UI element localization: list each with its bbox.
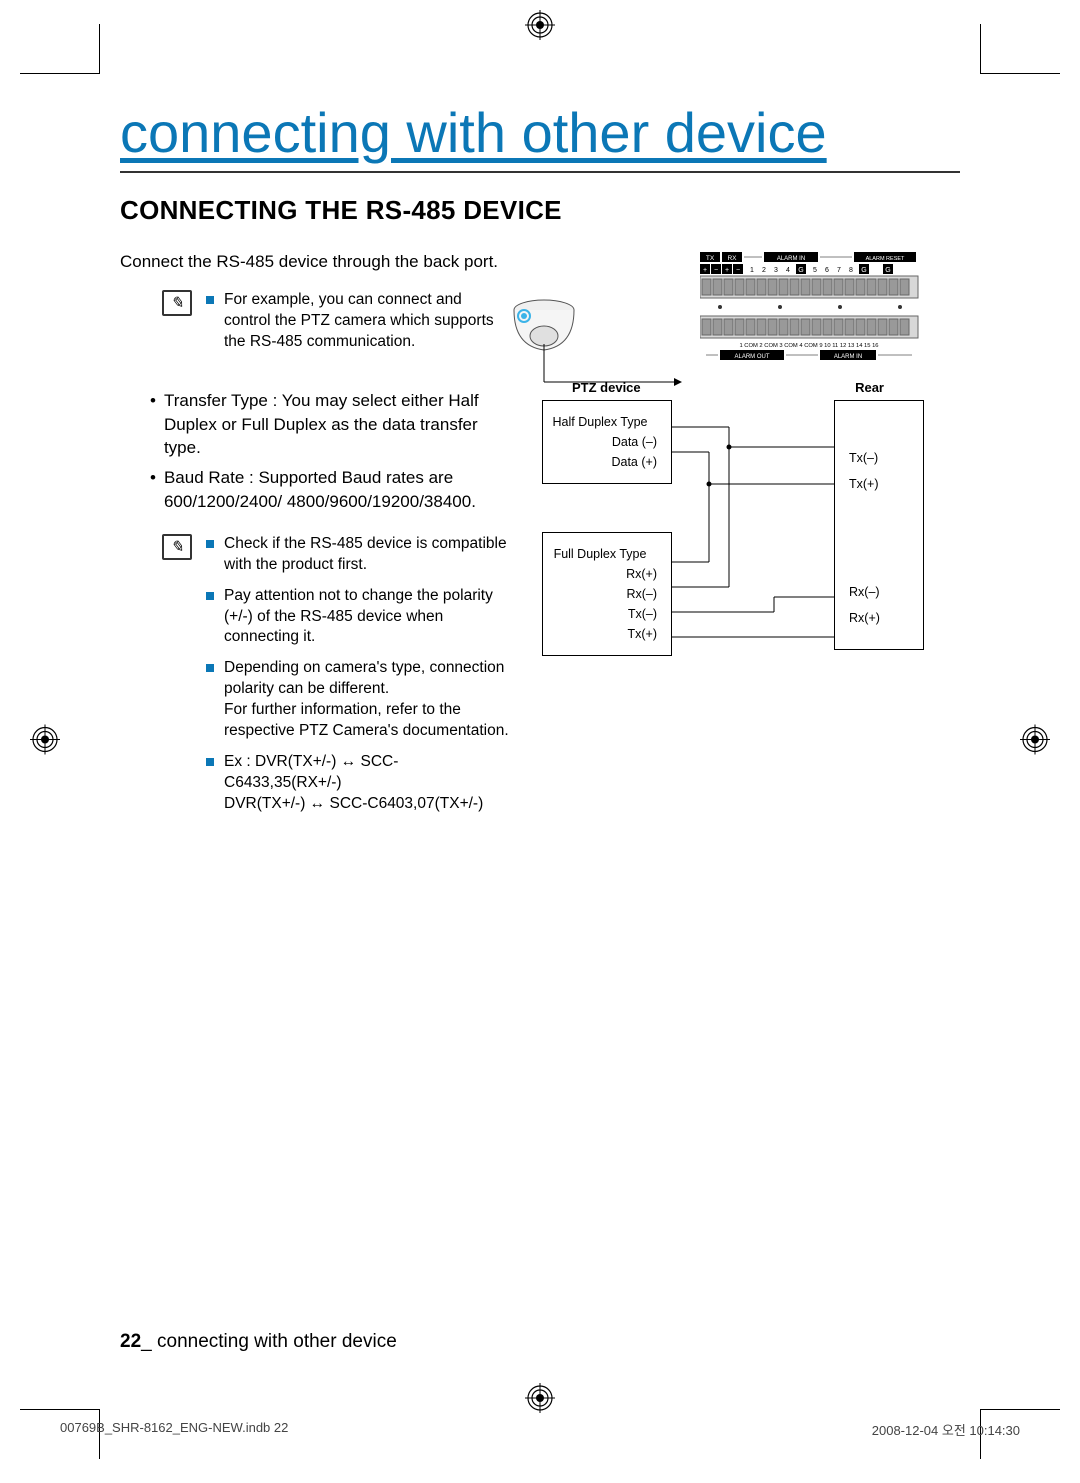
bullet-text: Baud Rate : Supported Baud rates are 600… [164, 466, 510, 514]
note-block: ✎ For example, you can connect and contr… [162, 290, 510, 363]
ptz-device-label: PTZ device [572, 380, 641, 395]
pin-label: Tx(+) [543, 627, 657, 641]
section-heading: CONNECTING THE RS-485 DEVICE [120, 195, 960, 226]
crop-mark [20, 24, 100, 74]
registration-mark-icon [30, 724, 60, 759]
bullet-list: •Transfer Type : You may select either H… [150, 389, 510, 514]
bullet-icon [206, 540, 214, 548]
footer-text: connecting with other device [157, 1331, 397, 1352]
intro-text: Connect the RS-485 device through the ba… [120, 252, 510, 272]
note-item: Depending on camera's type, connection p… [206, 658, 510, 742]
print-timestamp: 2008-12-04 오전 10:14:30 [872, 1420, 1020, 1439]
half-duplex-box: Half Duplex Type Data (–) Data (+) [542, 400, 672, 484]
note-item: Check if the RS-485 device is compatible… [206, 534, 510, 576]
note-text: Pay attention not to change the polarity… [224, 586, 510, 649]
page-number: 22 [120, 1331, 141, 1352]
note-text: For example, you can connect and control… [224, 290, 510, 353]
pin-label: Rx(+) [543, 567, 657, 581]
note-text: Ex : DVR(TX+/-) ↔ SCC-C6433,35(RX+/-) DV… [224, 752, 510, 815]
page-footer: 22_ connecting with other device [120, 1331, 397, 1353]
pin-label: Tx(+) [849, 477, 923, 491]
registration-mark-icon [1020, 724, 1050, 759]
note-text: Depending on camera's type, connection p… [224, 658, 510, 742]
note-block: ✎ Check if the RS-485 device is compatib… [162, 534, 510, 825]
bullet-item: •Baud Rate : Supported Baud rates are 60… [150, 466, 510, 514]
bullet-icon: • [150, 466, 156, 514]
page-title: connecting with other device [120, 100, 960, 173]
pin-label: Data (–) [543, 435, 657, 449]
pin-label: Tx(–) [543, 607, 657, 621]
pin-label: Rx(–) [543, 587, 657, 601]
print-meta: 00769B_SHR-8162_ENG-NEW.indb 22 2008-12-… [60, 1420, 1020, 1439]
note-icon: ✎ [162, 534, 192, 560]
full-duplex-title: Full Duplex Type [543, 547, 657, 561]
bullet-icon: • [150, 389, 156, 460]
rear-box: Tx(–) Tx(+) Rx(–) Rx(+) [834, 400, 924, 650]
bullet-icon [206, 758, 214, 766]
registration-mark-icon [525, 10, 555, 40]
crop-mark [980, 24, 1060, 74]
pin-label: Data (+) [543, 455, 657, 469]
bullet-item: •Transfer Type : You may select either H… [150, 389, 510, 460]
pin-label: Rx(+) [849, 611, 923, 625]
half-duplex-title: Half Duplex Type [543, 415, 657, 429]
bullet-icon [206, 664, 214, 672]
bullet-text: Transfer Type : You may select either Ha… [164, 389, 510, 460]
registration-mark-icon [525, 1383, 555, 1413]
wiring-diagram: TX RX ALARM IN ALARM RESET + − + − 1234 [524, 252, 944, 772]
rear-label: Rear [855, 380, 884, 395]
note-icon: ✎ [162, 290, 192, 316]
print-file: 00769B_SHR-8162_ENG-NEW.indb 22 [60, 1420, 288, 1439]
note-item: Ex : DVR(TX+/-) ↔ SCC-C6433,35(RX+/-) DV… [206, 752, 510, 815]
note-item: Pay attention not to change the polarity… [206, 586, 510, 649]
pin-label: Rx(–) [849, 585, 923, 599]
note-item: For example, you can connect and control… [206, 290, 510, 353]
bullet-icon [206, 296, 214, 304]
full-duplex-box: Full Duplex Type Rx(+) Rx(–) Tx(–) Tx(+) [542, 532, 672, 656]
bullet-icon [206, 592, 214, 600]
pin-label: Tx(–) [849, 451, 923, 465]
note-text: Check if the RS-485 device is compatible… [224, 534, 510, 576]
